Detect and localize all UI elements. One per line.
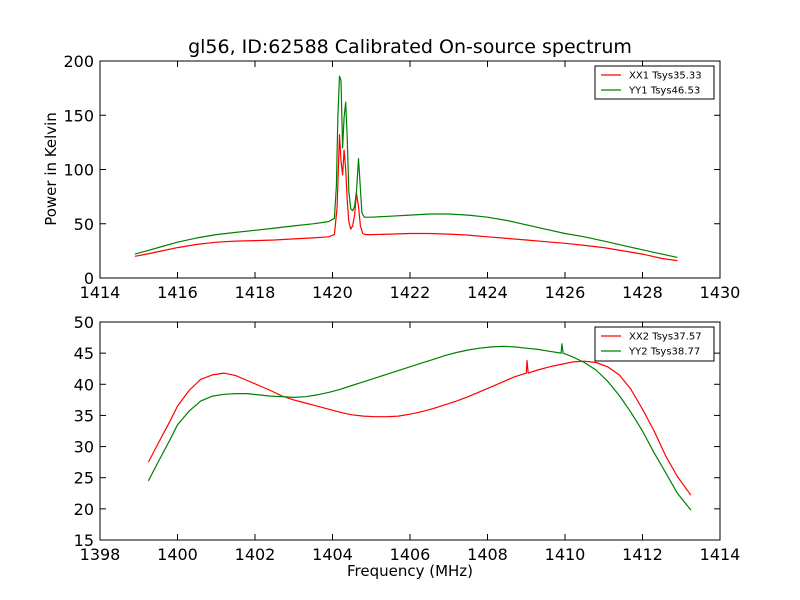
y-tick-label: 200 — [63, 52, 94, 71]
bottom-y-ticks: 15 20 25 30 35 40 45 50 — [74, 313, 720, 550]
x-tick-label: 1402 — [235, 545, 276, 564]
x-tick-label: 1408 — [467, 545, 508, 564]
y-tick-label: 45 — [74, 344, 94, 363]
legend-label: YY1 Tsys46.53 — [628, 86, 700, 97]
bottom-plot-panel: 1398 1400 1402 1404 1406 1408 1410 1412 1414 15 2… — [74, 313, 741, 564]
legend-box — [594, 326, 715, 362]
x-tick-label: 1414 — [700, 545, 741, 564]
top-x-ticks: 1414 1416 1418 1420 1422 1424 1426 1428 1430 — [80, 61, 741, 302]
x-tick-label: 1420 — [312, 283, 353, 302]
series-line — [134, 134, 678, 262]
y-tick-label: 15 — [74, 531, 94, 550]
x-tick-label: 1400 — [157, 545, 198, 564]
top-plot-panel: 1414 1416 1418 1420 1422 1424 1426 1428 1430 0 50… — [63, 52, 740, 302]
y-tick-label: 50 — [74, 313, 94, 332]
series-line — [147, 360, 692, 496]
y-tick-label: 0 — [84, 269, 94, 288]
y-tick-label: 20 — [74, 500, 94, 519]
series-line — [134, 75, 678, 258]
series-line — [147, 343, 692, 511]
bottom-series-lines — [147, 343, 692, 511]
x-tick-label: 1422 — [390, 283, 431, 302]
x-tick-label: 1414 — [80, 283, 121, 302]
legend-box — [594, 65, 715, 100]
x-tick-label: 1404 — [312, 545, 353, 564]
top-y-ticks: 0 50 100 150 200 — [63, 52, 720, 288]
y-tick-label: 25 — [74, 469, 94, 488]
x-tick-label: 1424 — [467, 283, 508, 302]
bottom-legend: XX2 Tsys37.57 YY2 Tsys38.77 — [594, 326, 715, 362]
x-tick-label: 1398 — [80, 545, 121, 564]
y-tick-label: 50 — [74, 215, 94, 234]
x-tick-label: 1430 — [700, 283, 741, 302]
x-tick-label: 1426 — [545, 283, 586, 302]
legend-label: YY2 Tsys38.77 — [628, 347, 700, 358]
top-series-lines — [134, 75, 678, 262]
x-tick-label: 1416 — [157, 283, 198, 302]
top-y-axis-label: Power in Kelvin — [42, 112, 60, 226]
legend-label: XX1 Tsys35.33 — [629, 71, 702, 82]
x-tick-label: 1410 — [545, 545, 586, 564]
x-tick-label: 1412 — [622, 545, 663, 564]
x-tick-label: 1428 — [622, 283, 663, 302]
legend-label: XX2 Tsys37.57 — [629, 332, 702, 343]
bottom-x-axis-label: Frequency (MHz) — [347, 562, 473, 580]
x-tick-label: 1406 — [390, 545, 431, 564]
y-tick-label: 30 — [74, 438, 94, 457]
y-tick-label: 100 — [63, 161, 94, 180]
figure-title: gl56, ID:62588 Calibrated On-source spec… — [188, 36, 632, 58]
y-tick-label: 35 — [74, 406, 94, 425]
y-tick-label: 150 — [63, 106, 94, 125]
bottom-x-ticks: 1398 1400 1402 1404 1406 1408 1410 1412 1414 — [80, 322, 741, 564]
y-tick-label: 40 — [74, 375, 94, 394]
top-legend: XX1 Tsys35.33 YY1 Tsys46.53 — [594, 65, 715, 100]
x-tick-label: 1418 — [235, 283, 276, 302]
